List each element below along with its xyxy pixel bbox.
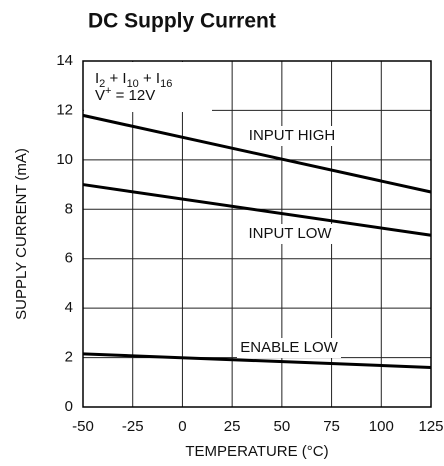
note-text: + I <box>139 70 160 87</box>
series-label: ENABLE LOW <box>240 339 338 356</box>
x-tick-label: 50 <box>274 418 291 435</box>
x-tick-label: 100 <box>369 418 394 435</box>
note-background <box>84 62 212 112</box>
label-background <box>240 126 344 146</box>
subscript: 2 <box>99 78 105 90</box>
y-tick-label: 10 <box>56 151 73 168</box>
note-text: I <box>95 70 99 87</box>
plot-frame <box>82 60 432 408</box>
note: I2 + I10 + I16 <box>95 70 172 90</box>
subscript: 10 <box>127 78 139 90</box>
y-tick-label: 6 <box>65 250 73 267</box>
subscript: 16 <box>160 78 172 90</box>
x-tick-label: -50 <box>72 418 94 435</box>
series-line <box>82 183 432 237</box>
y-tick-label: 4 <box>65 299 73 316</box>
label-background <box>237 338 341 358</box>
series-line <box>82 352 432 369</box>
series-line <box>82 113 432 194</box>
series-label: INPUT LOW <box>248 225 332 242</box>
y-tick-label: 2 <box>65 349 73 366</box>
x-tick-label: -25 <box>122 418 144 435</box>
note-text: + I <box>105 70 126 87</box>
label-background <box>238 224 342 244</box>
x-tick-label: 0 <box>178 418 186 435</box>
y-tick-label: 14 <box>56 52 73 69</box>
chart-title: DC Supply Current <box>88 10 276 33</box>
y-tick-label: 0 <box>65 398 73 415</box>
note-text: V <box>95 87 105 104</box>
y-axis-label: SUPPLY CURRENT (mA) <box>13 148 30 320</box>
y-tick-label: 12 <box>56 101 73 118</box>
y-tick-label: 8 <box>65 200 73 217</box>
x-tick-label: 25 <box>224 418 241 435</box>
x-tick-label: 75 <box>323 418 340 435</box>
note-text: = 12V <box>111 87 155 104</box>
note: V+ = 12V <box>95 85 155 104</box>
series-label: INPUT HIGH <box>249 127 335 144</box>
superscript: + <box>105 85 111 97</box>
x-tick-label: 125 <box>418 418 443 435</box>
x-axis-label: TEMPERATURE (°C) <box>185 443 328 460</box>
